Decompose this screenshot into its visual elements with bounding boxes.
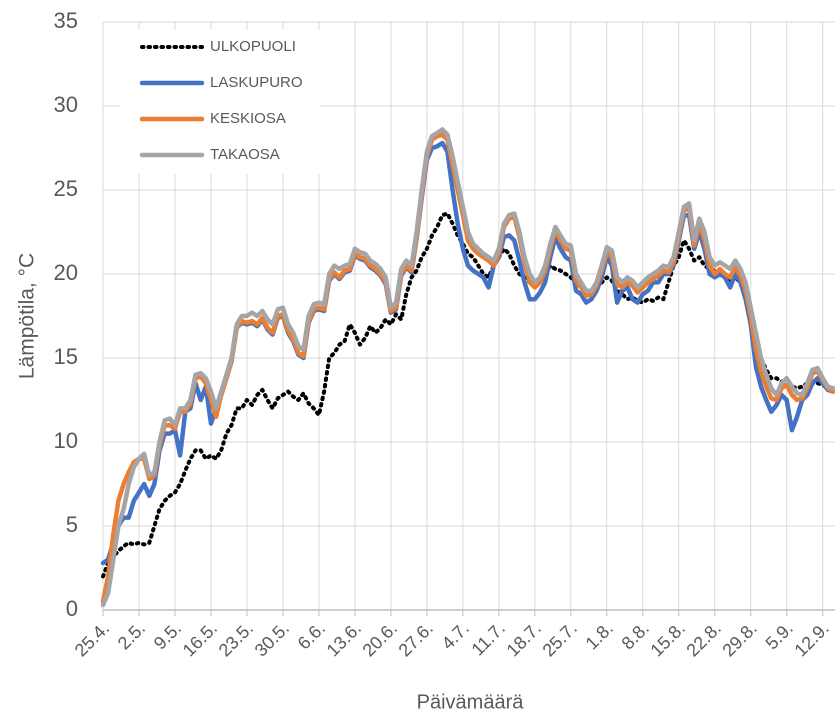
y-tick-label: 0 bbox=[66, 596, 78, 621]
x-tick-label: 1.8. bbox=[582, 618, 617, 653]
x-tick-label: 20.6. bbox=[359, 618, 401, 660]
x-tick-label: 25.4. bbox=[71, 618, 113, 660]
series-line bbox=[100, 132, 835, 604]
x-tick-label: 13.6. bbox=[323, 618, 365, 660]
y-tick-label: 5 bbox=[66, 512, 78, 537]
x-tick-label: 22.8. bbox=[682, 618, 724, 660]
series-line bbox=[100, 127, 835, 608]
x-tick-label: 18.7. bbox=[503, 618, 545, 660]
x-tick-label: 15.8. bbox=[647, 618, 689, 660]
x-tick-label: 4.7. bbox=[438, 618, 473, 653]
y-tick-label: 35 bbox=[54, 8, 78, 33]
y-tick-label: 20 bbox=[54, 260, 78, 285]
y-tick-label: 30 bbox=[54, 92, 78, 117]
legend-box bbox=[120, 30, 320, 174]
x-tick-label: 11.7. bbox=[468, 618, 510, 660]
y-tick-label: 15 bbox=[54, 344, 78, 369]
x-tick-label: 12.9. bbox=[790, 618, 832, 660]
series-line bbox=[100, 140, 835, 566]
legend-label: KESKIOSA bbox=[210, 110, 286, 127]
legend-label: LASKUPURO bbox=[210, 74, 303, 91]
x-tick-label: 25.7. bbox=[539, 618, 581, 660]
x-tick-label: 23.5. bbox=[215, 618, 257, 660]
legend-label: ULKOPUOLI bbox=[210, 38, 296, 55]
x-tick-label: 30.5. bbox=[251, 618, 293, 660]
legend-label: TAKAOSA bbox=[210, 146, 280, 163]
x-axis-label: Päivämäärä bbox=[417, 691, 525, 713]
x-tick-label: 16.5. bbox=[179, 618, 221, 660]
x-tick-label: 27.6. bbox=[395, 618, 437, 660]
y-tick-label: 10 bbox=[54, 428, 78, 453]
x-tick-label: 2.5. bbox=[114, 618, 149, 653]
y-tick-label: 25 bbox=[54, 176, 78, 201]
y-axis-label: Lämpötila, °C bbox=[16, 253, 39, 379]
x-tick-label: 29.8. bbox=[718, 618, 760, 660]
